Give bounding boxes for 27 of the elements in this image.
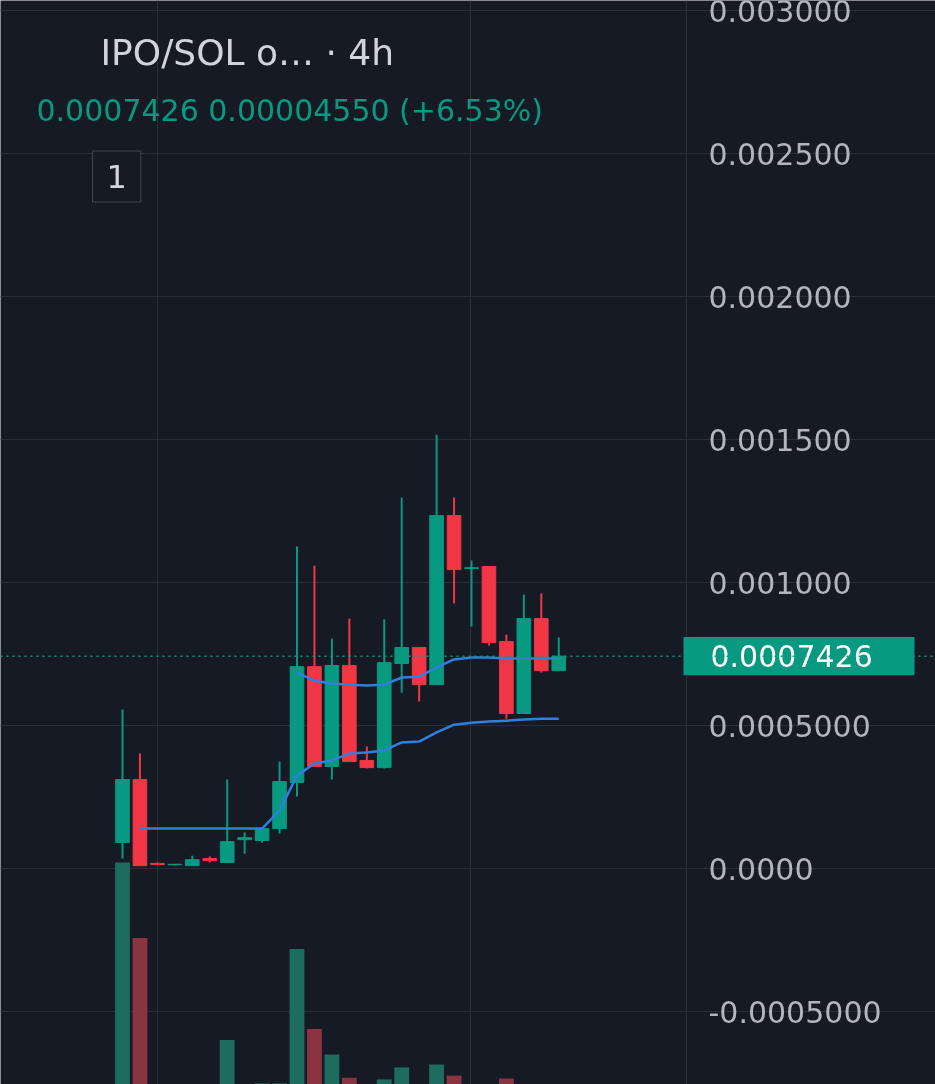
ref-line-label: 0.0007426	[710, 639, 873, 675]
candlestick	[237, 831, 252, 855]
bar	[307, 1029, 322, 1084]
bar	[341, 1077, 357, 1084]
y-tick-label: -0.0005000	[708, 994, 882, 1030]
bar	[289, 949, 305, 1084]
bar	[498, 1078, 514, 1084]
y-tick-label: 0.0005000	[708, 708, 871, 744]
candlestick	[464, 559, 479, 628]
y-tick-label: 0.002000	[708, 279, 852, 315]
text: IPO/SOL o… · 4h	[100, 32, 395, 73]
bar	[446, 1075, 462, 1084]
bar	[115, 862, 130, 1084]
y-tick-label: 0.001500	[708, 422, 852, 458]
y-tick-label: 0.002500	[708, 136, 852, 172]
bar	[324, 1054, 340, 1084]
y-tick-label: 0.0000	[708, 851, 814, 887]
y-tick-label: 0.001000	[708, 565, 852, 601]
bar	[429, 1064, 445, 1084]
bar	[132, 937, 148, 1084]
bar	[394, 1067, 410, 1084]
annotation: 1	[106, 158, 127, 196]
bar	[376, 1079, 392, 1084]
bar	[219, 1040, 235, 1084]
candlestick	[219, 778, 235, 864]
line-series	[138, 717, 560, 830]
annotation: 0.0007426 0.00004550 (+6.53%)	[36, 93, 543, 128]
